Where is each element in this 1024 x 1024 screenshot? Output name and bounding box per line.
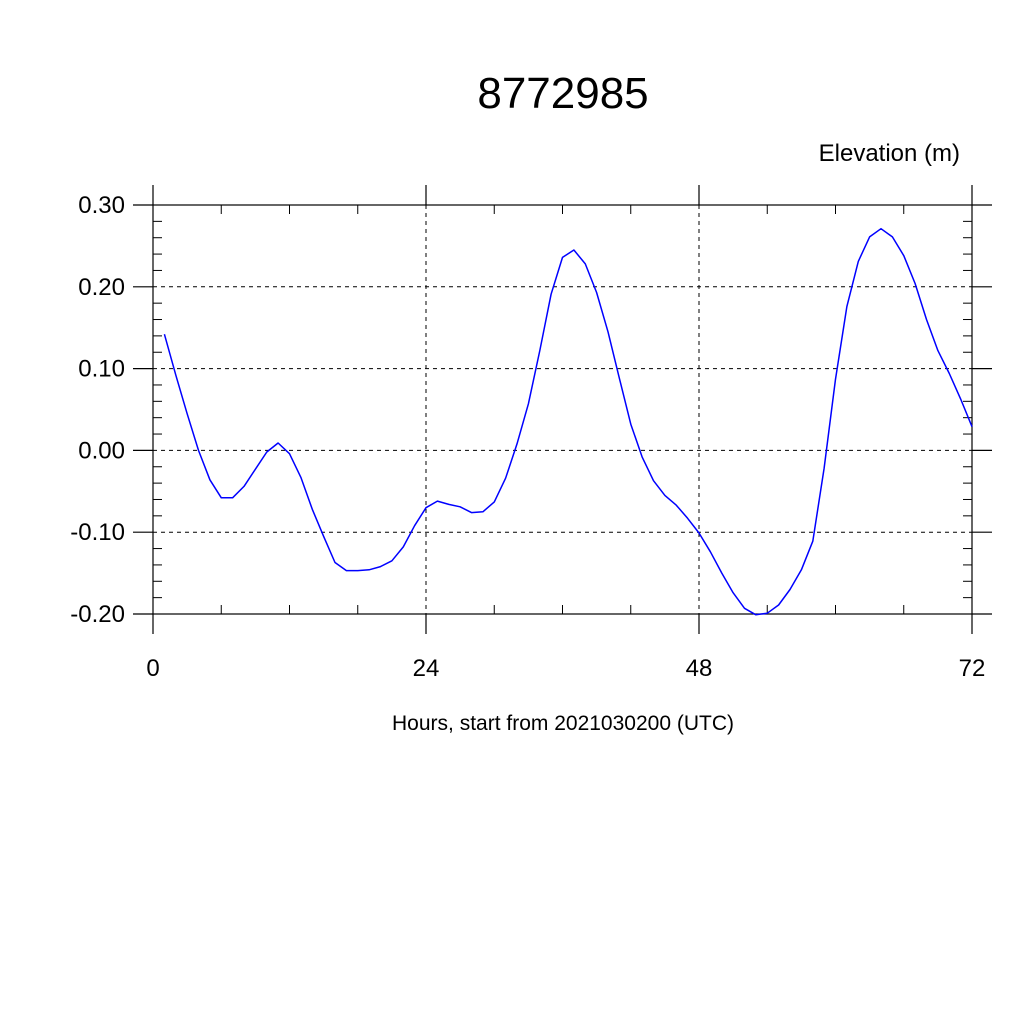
x-tick-label: 48 (686, 655, 713, 682)
y-tick-label: 0.00 (78, 437, 125, 464)
y-tick-label: -0.10 (70, 519, 125, 546)
y-tick-label: -0.20 (70, 601, 125, 628)
y-tick-label: 0.20 (78, 274, 125, 301)
x-tick-labels: 0 24 48 72 (146, 655, 985, 682)
x-tick-label: 72 (959, 655, 986, 682)
y-tick-label: 0.10 (78, 356, 125, 383)
elevation-series-line (163, 227, 973, 616)
y-axis-label: Elevation (m) (819, 140, 960, 167)
plot-frame (152, 204, 973, 615)
grid-lines (152, 204, 973, 615)
major-ticks (133, 185, 992, 634)
minor-ticks (153, 205, 972, 614)
x-tick-label: 0 (146, 655, 159, 682)
x-axis-label: Hours, start from 2021030200 (UTC) (392, 712, 734, 735)
y-tick-labels: -0.20 -0.10 0.00 0.10 0.20 0.30 (70, 192, 125, 628)
x-tick-label: 24 (413, 655, 440, 682)
chart-title: 8772985 (477, 69, 648, 118)
y-tick-label: 0.30 (78, 192, 125, 219)
